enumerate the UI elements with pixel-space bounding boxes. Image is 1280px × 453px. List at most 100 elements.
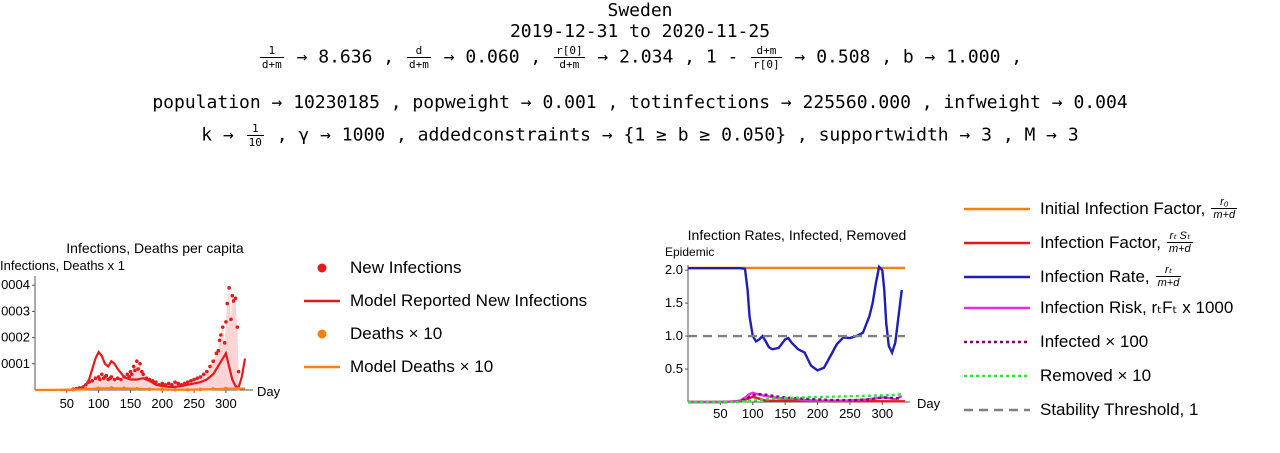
- removed-10-line: [688, 392, 902, 404]
- new-infections-point: [211, 359, 215, 363]
- param-5: b → 1.000 ,: [902, 46, 1023, 68]
- legend-left-label: Model Deaths × 10: [350, 357, 494, 376]
- new-infections-point: [160, 381, 165, 386]
- chart-left-xlabel: Day: [257, 384, 281, 399]
- legend-right-swatch: [964, 241, 1030, 244]
- new-infections-point: [220, 325, 225, 329]
- new-infections-point: [214, 351, 219, 356]
- new-infections-point: [230, 293, 235, 298]
- frac-3: r[0] d+m: [554, 44, 585, 71]
- fraction-numerator: rₜ Sₜ: [1166, 230, 1193, 243]
- chart-left-ytick-label: 0.0003: [0, 303, 30, 318]
- chart-left-title: Infections, Deaths per capita: [66, 240, 244, 256]
- new-infections-point: [90, 379, 95, 383]
- legend-right-fraction: rₜ m+d: [1155, 264, 1182, 289]
- chart-right-xtick-label: 100: [742, 406, 764, 421]
- new-infections-point: [112, 377, 117, 382]
- legend-left-swatch: [317, 263, 327, 273]
- param-1-value: → 8.636 ,: [296, 46, 395, 68]
- new-infections-point: [198, 375, 203, 379]
- legend-right-fraction: rₜ Sₜ m+d: [1166, 230, 1193, 255]
- legend-marker: [317, 329, 327, 339]
- chart-left-ytick-label: 0.0002: [0, 330, 30, 345]
- new-infections-point: [176, 381, 180, 386]
- legend-right-label: Infection Rate,: [1040, 266, 1150, 286]
- legend-right-label: Infection Factor,: [1040, 232, 1161, 252]
- new-infections-point: [129, 372, 134, 377]
- legend-right-label: Removed × 10: [1040, 366, 1152, 385]
- chart-right-title: Infection Rates, Infected, Removed: [688, 227, 907, 243]
- new-infections-point: [229, 317, 233, 322]
- legend-left-item: Model Reported New Infections: [300, 291, 587, 311]
- frac-2: d d+m: [406, 44, 431, 71]
- new-infections-point: [125, 372, 130, 377]
- new-infections-point: [109, 375, 114, 379]
- chart-left-ytick-label: 0.0001: [0, 356, 30, 371]
- new-infections-point: [224, 320, 228, 324]
- chart-right-xtick-label: 50: [713, 406, 727, 421]
- fraction-denominator: m+d: [1213, 209, 1236, 221]
- new-infections-point: [135, 359, 139, 363]
- frac-1: 1 d+m: [259, 44, 284, 71]
- param-4-prefix: 1 -: [705, 46, 739, 68]
- param-2-value: → 0.060 ,: [443, 46, 542, 68]
- param-line-3-rest: , γ → 1000 , addedconstraints → {1 ≥ b ≥…: [276, 124, 1079, 146]
- legend-left-swatch: [317, 329, 327, 339]
- chart-left-xtick-label: 150: [120, 396, 142, 411]
- model-deaths-10-line: [34, 387, 246, 392]
- model-reported-new-infections-line: [60, 349, 247, 392]
- legend-left-label: New Infections: [350, 258, 462, 277]
- new-infections-point: [141, 372, 145, 377]
- new-infections-point: [93, 376, 98, 381]
- chart-left-xtick-label: 100: [88, 396, 110, 411]
- chart-right-xtick-label: 200: [807, 406, 829, 421]
- epidemic-rates-chart: Infection Rates, Infected, Removed Epidem…: [665, 227, 941, 421]
- new-infections-point: [217, 338, 222, 343]
- new-infections-point: [170, 382, 174, 387]
- new-infections-point: [222, 341, 227, 345]
- frac-4: d+m r[0]: [751, 44, 782, 71]
- chart-left-xtick-label: 250: [183, 396, 205, 411]
- new-infections-point: [205, 369, 209, 374]
- infection-rate-line: [688, 264, 903, 372]
- chart-right-ylabel: Epidemic: [665, 245, 714, 259]
- new-infections-point: [104, 373, 109, 378]
- chart-left-xtick-label: 300: [215, 396, 237, 411]
- legend-right-fraction: r₀ m+d: [1211, 196, 1238, 221]
- new-infections-point: [138, 362, 142, 366]
- param-k-prefix: k →: [201, 124, 234, 146]
- param-line-3: k → 1 10 , γ → 1000 , addedconstraints → …: [0, 122, 1280, 149]
- legend-left-item: Model Deaths × 10: [300, 357, 493, 377]
- legend-right-item: Infection Rate, rₜ m+d: [962, 264, 1182, 289]
- new-infections-point: [98, 377, 102, 382]
- param-3-value: → 2.034 ,: [597, 46, 695, 68]
- legend-right-swatch: [964, 306, 1030, 310]
- new-infections-point: [136, 367, 140, 371]
- new-infections-point: [216, 348, 221, 353]
- new-infections-point: [192, 377, 196, 382]
- new-infections-point: [235, 325, 240, 329]
- new-infections-point: [189, 379, 193, 383]
- new-infections-point: [231, 299, 236, 303]
- legend-left-item: New Infections: [300, 258, 462, 278]
- legend-right-label: Infection Risk, rₜFₜ x 1000: [1040, 298, 1234, 317]
- legend-right-item: Stability Threshold, 1: [962, 400, 1198, 420]
- chart-left-ytick-label: 0.0004: [0, 277, 30, 292]
- new-infections-point: [236, 369, 241, 374]
- legend-right-item: Infection Factor, rₜ Sₜ m+d: [962, 230, 1193, 255]
- frac-k: 1 10: [246, 122, 264, 149]
- fraction-denominator: m+d: [1157, 277, 1180, 289]
- chart-left-xtick-label: 50: [60, 396, 74, 411]
- chart-right-ytick-label: 0.5: [665, 361, 683, 376]
- new-infections-point: [119, 377, 123, 382]
- legend-right-item: Infected × 100: [962, 332, 1148, 352]
- legend-right-swatch: [964, 408, 1030, 412]
- legend-left-label: Model Reported New Infections: [350, 291, 588, 310]
- legend-left-item: Deaths × 10: [300, 324, 442, 344]
- legend-left-swatch: [304, 299, 340, 303]
- legend-left-label: Deaths × 10: [350, 324, 443, 343]
- legend-right-swatch: [964, 275, 1030, 278]
- infection-shaded-area: [73, 287, 239, 390]
- legend-right-swatch: [964, 340, 1030, 344]
- chart-left-xtick-label: 200: [151, 396, 173, 411]
